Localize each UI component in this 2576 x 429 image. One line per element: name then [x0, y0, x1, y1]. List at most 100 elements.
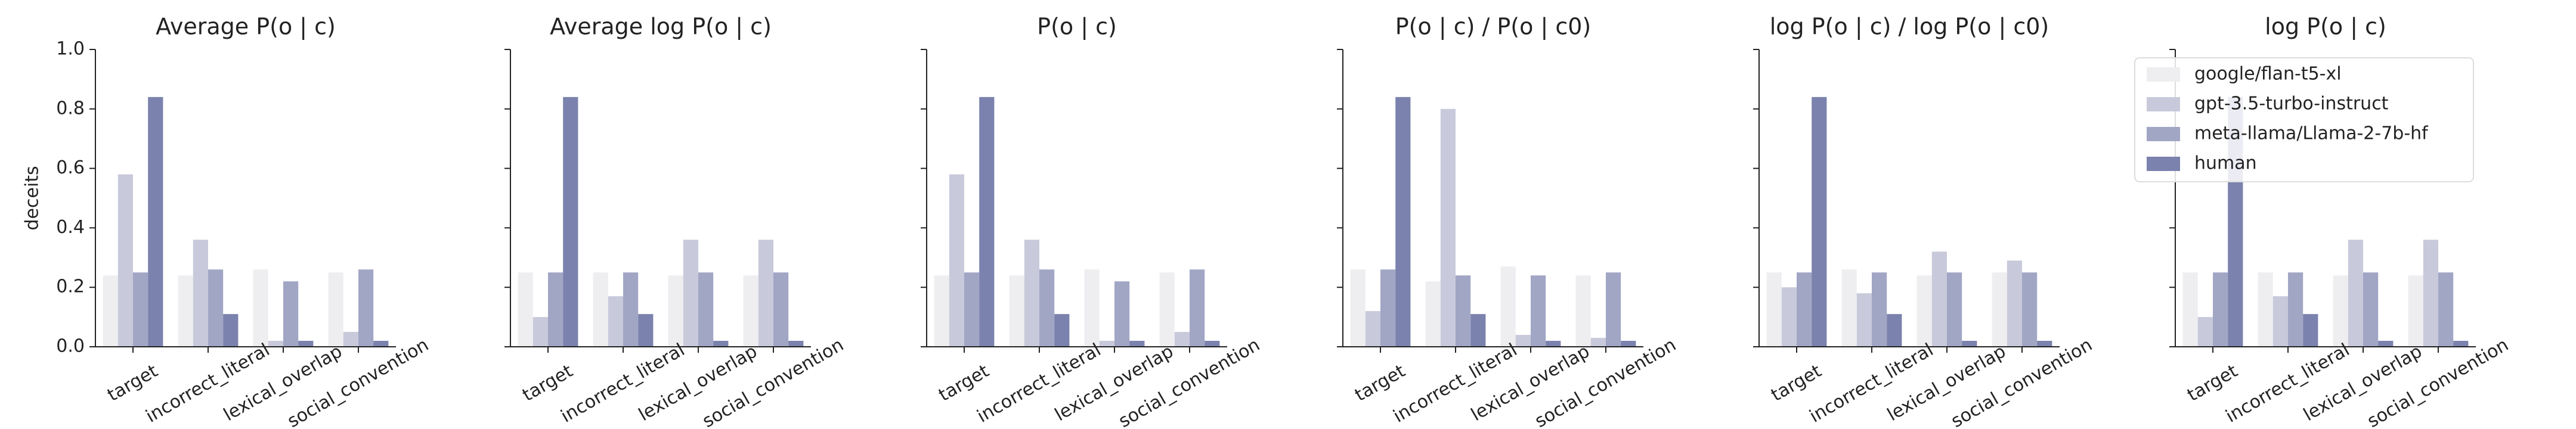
bar — [2197, 317, 2213, 347]
legend-swatch — [2147, 127, 2180, 141]
bar — [683, 240, 698, 347]
bar — [1841, 269, 1857, 347]
legend-label: gpt-3.5-turbo-instruct — [2194, 94, 2389, 114]
bar — [1425, 281, 1441, 347]
bar — [1947, 272, 1962, 347]
bar — [2453, 341, 2469, 347]
bar — [548, 272, 564, 347]
bar — [1812, 97, 1827, 347]
bar — [2438, 272, 2454, 347]
bar — [1781, 287, 1797, 347]
bar — [1916, 275, 1932, 347]
bar — [148, 97, 163, 347]
y-tick-label: 0.4 — [56, 217, 85, 238]
bar — [223, 314, 239, 347]
bar — [668, 275, 683, 347]
legend-swatch — [2147, 97, 2180, 111]
bar — [1395, 97, 1411, 347]
bar — [1456, 275, 1471, 347]
bar — [2408, 275, 2423, 347]
bar — [117, 174, 133, 347]
legend-swatch — [2147, 157, 2180, 171]
bar — [2303, 314, 2318, 347]
bar — [1515, 335, 1531, 347]
bar — [2272, 296, 2288, 347]
bar — [1872, 272, 1887, 347]
bar — [1114, 281, 1130, 347]
bar — [1766, 272, 1782, 347]
bar — [2288, 272, 2303, 347]
bar — [343, 332, 358, 347]
chart-title: P(o | c) / P(o | c0) — [1395, 14, 1591, 41]
legend-box — [2134, 57, 2474, 182]
chart-title: Average P(o | c) — [156, 14, 336, 41]
bar — [2378, 341, 2394, 347]
bar — [979, 97, 995, 347]
y-tick-label: 0.8 — [56, 98, 85, 119]
bar — [178, 275, 193, 347]
bar — [253, 269, 268, 347]
x-tick-label: target — [1351, 360, 1409, 406]
bar — [1009, 275, 1024, 347]
bar — [193, 240, 208, 347]
bar — [103, 275, 118, 347]
bar — [208, 269, 224, 347]
bar — [2348, 240, 2363, 347]
bar — [1962, 341, 1977, 347]
bar — [283, 281, 299, 347]
bar — [608, 296, 623, 347]
bar — [2007, 260, 2022, 347]
bar — [268, 341, 283, 347]
bar — [934, 275, 949, 347]
bar — [1575, 275, 1591, 347]
bar — [1531, 275, 1546, 347]
bar — [1931, 251, 1947, 347]
bar — [788, 341, 804, 347]
x-tick-label: target — [519, 360, 577, 406]
bar — [1099, 341, 1114, 347]
bar — [2333, 275, 2348, 347]
bar — [1797, 272, 1812, 347]
bar — [1590, 338, 1606, 347]
bar — [1054, 314, 1070, 347]
bar — [328, 272, 343, 347]
legend-label: google/flan-t5-xl — [2194, 64, 2342, 85]
x-tick-label: target — [1767, 360, 1825, 406]
bar — [713, 341, 729, 347]
bar — [1380, 269, 1396, 347]
chart-title: log P(o | c) / log P(o | c0) — [1770, 14, 2049, 41]
bar — [1621, 341, 1636, 347]
bar — [1205, 341, 1220, 347]
bar — [2022, 272, 2038, 347]
bar — [2258, 272, 2273, 347]
bar — [2037, 341, 2052, 347]
bar — [133, 272, 148, 347]
bar — [638, 314, 654, 347]
bar — [964, 272, 980, 347]
bar — [1470, 314, 1486, 347]
bar — [758, 240, 773, 347]
bar — [2363, 272, 2379, 347]
y-tick-label: 0.0 — [56, 336, 85, 357]
bar — [532, 317, 548, 347]
bar — [1159, 272, 1175, 347]
bar — [373, 341, 389, 347]
chart-title: P(o | c) — [1037, 14, 1117, 41]
bar — [1546, 341, 1561, 347]
y-tick-label: 1.0 — [56, 39, 85, 60]
bar — [623, 272, 639, 347]
bar — [2423, 240, 2438, 347]
bar — [2213, 272, 2228, 347]
legend-label: meta-llama/Llama-2-7b-hf — [2194, 123, 2429, 144]
bar — [1039, 269, 1055, 347]
x-tick-label: target — [2184, 360, 2241, 406]
bar — [1174, 332, 1190, 347]
chart-title: Average log P(o | c) — [550, 14, 772, 41]
bar — [1350, 269, 1366, 347]
bar — [1190, 269, 1205, 347]
bar — [1606, 272, 1621, 347]
bar — [563, 97, 578, 347]
x-tick-label: target — [935, 360, 993, 406]
bar — [1365, 311, 1380, 347]
bar — [1500, 266, 1516, 347]
